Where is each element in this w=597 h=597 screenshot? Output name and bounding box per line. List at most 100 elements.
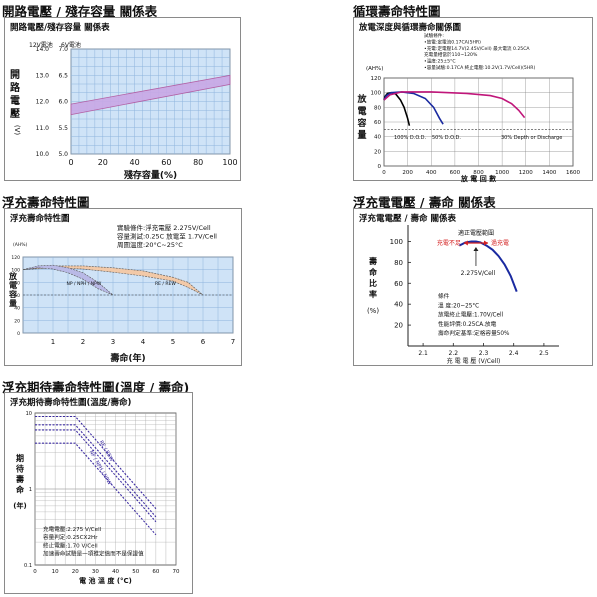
y-unit: (AH%) — [13, 242, 27, 248]
x-tick-label: 80 — [193, 158, 203, 167]
panel-title-float: 浮充壽命特性圖 — [10, 214, 70, 224]
x-tick-label: 200 — [402, 170, 413, 176]
y-axis-label: 放 — [8, 271, 18, 281]
condition-text: •充電:定電壓14.7V(2.45V/Cell) 最大電流 0.25CA — [424, 45, 530, 52]
panel-title-cycle: 放電深度與循環壽命關係圖 — [359, 23, 462, 33]
x-tick-label: 1200 — [519, 170, 533, 176]
chart-voltage: 100 80 60 40 20 2.1 2.2 2.3 2.4 2.5 充 電 電 壓 (V/Cel… — [367, 225, 559, 365]
y-axis-label: 容 — [356, 117, 366, 129]
annotation-low: 充電不足 — [437, 239, 461, 247]
condition-text: 充電量相當於110~120% — [424, 51, 478, 58]
y-tick-label: 100 — [371, 91, 382, 97]
x-tick-label: 40 — [112, 569, 119, 575]
series-label-re: RE / REW — [155, 281, 176, 287]
x-tick-label: 60 — [161, 158, 171, 167]
y-tick-label: 100 — [390, 238, 403, 246]
condition-text: 加速壽命試驗是一項推定值而不是保證值 — [43, 550, 144, 558]
series-line-1-lower — [35, 442, 157, 536]
section-title-voltage: 浮充電電壓 / 壽命 關係表 — [353, 195, 496, 210]
condition-text: •容量試驗:0.17CA 終止電壓:10.2V(1.7V/Cell)(5HR) — [424, 64, 535, 71]
chart-temp: 10 1 0.10 10 20 30 40 50 60 70 電 池 溫 度 (°C) 期待壽命 (年)… — [13, 411, 180, 585]
chart-panel-temp: 浮充期待壽命特性圖(溫度/壽命) 10 1 0.1 0 10 20 30 40 50 60 70 電 … — [4, 392, 193, 594]
y-tick-label-12v: 13.0 — [36, 72, 50, 79]
annotation-high: 過充電 — [491, 239, 509, 247]
annotation-point: 2.275V/Cell — [461, 270, 496, 277]
series-line-dod-1 — [383, 91, 444, 125]
condition-text: •溫度:25±5°C — [424, 58, 456, 65]
y-unit: (%) — [367, 307, 379, 315]
x-tick-label: 7 — [231, 338, 235, 346]
y-tick-label-12v: 12.0 — [36, 99, 50, 106]
section-title-temp: 浮充期待壽命特性圖(溫度 / 壽命) — [2, 380, 190, 395]
y-tick-label: 20 — [374, 149, 381, 155]
y-axis-label: 電 — [9, 280, 17, 290]
y-axis-label: 路 — [10, 81, 21, 94]
x-tick-label: 30 — [92, 569, 99, 575]
chart-panel-cycle: 放電深度與循環壽命關係圖 試驗條件: •放電:定電流0.17CA(5HR) •充電:… — [353, 17, 593, 183]
y-tick-label: 80 — [374, 105, 381, 111]
y-tick-label: 120 — [371, 76, 382, 82]
y-tick-label: 80 — [394, 259, 403, 267]
x-tick-label: 2.2 — [449, 350, 459, 357]
y-tick-label: 120 — [11, 255, 20, 261]
condition-text: 性能評價:0.25CA.放電 — [438, 320, 497, 328]
condition-text: 條件 — [438, 292, 450, 300]
x-tick-label: 0 — [382, 170, 386, 176]
x-tick-label: 0 — [68, 158, 73, 167]
x-tick-label: 100 — [222, 158, 237, 167]
annotation-50-dod: 50% D.O.D. — [432, 135, 461, 141]
annotation-100-dod: 100% D.O.D. — [394, 135, 426, 141]
x-tick-label: 60 — [152, 569, 159, 575]
y-axis-label: 放 — [356, 93, 367, 105]
condition-text: 放電終止電壓:1.70V/Cell — [438, 311, 504, 319]
x-axis-label: 殘存容量(%) — [124, 169, 177, 181]
chart-panel-float: 浮充壽命特性圖 實驗條件:浮充電壓 2.275V/Cell 容量測試:0.25C … — [4, 208, 242, 366]
y-axis-label: 量 — [357, 129, 366, 141]
chart-ocv: 12V電池 6V電池 14.0 7.0 13.0 6.5 12.0 6.0 11.0 5.5 10.… — [10, 41, 238, 181]
y-header-12v: 12V電池 — [29, 41, 53, 49]
y-tick-label: 0 — [17, 331, 20, 337]
panel-title-voltage: 浮充電電壓 / 壽命 關係表 — [359, 214, 456, 224]
y-tick-label: 0 — [378, 164, 382, 170]
y-tick-label: 0.1 — [24, 563, 32, 569]
y-header-6v: 6V電池 — [61, 41, 81, 49]
condition-text: 試驗條件: — [424, 32, 444, 39]
x-axis-label: 電 池 溫 度 (°C) — [79, 576, 132, 585]
y-tick-label: 40 — [374, 135, 381, 141]
x-tick-label: 20 — [98, 158, 108, 167]
y-tick-label: 1 — [29, 487, 32, 493]
y-tick-label-12v: 14.0 — [36, 46, 50, 53]
x-tick-label: 1000 — [495, 170, 509, 176]
point-arrow-head — [473, 247, 479, 251]
annotation-30-dod: 30% Depth or Discharge — [501, 135, 562, 141]
x-tick-label: 0 — [33, 569, 37, 575]
condition-text: 充電電壓:2.275 V/Cell — [43, 525, 102, 533]
y-tick-label: 100 — [11, 268, 20, 274]
x-tick-label: 5 — [171, 338, 175, 346]
x-tick-label: 2 — [81, 338, 85, 346]
section-title-ocv: 開路電壓 / 殘存容量 關係表 — [2, 4, 158, 19]
y-tick-label-12v: 11.0 — [36, 125, 50, 132]
y-tick-label-6v: 5.0 — [58, 151, 68, 158]
x-tick-label: 70 — [173, 569, 180, 575]
y-axis-label: 期 — [16, 453, 24, 463]
series-line-0-lower — [35, 424, 157, 518]
x-tick-label: 3 — [111, 338, 115, 346]
x-tick-label: 6 — [201, 338, 206, 346]
condition-text: 周圍溫度:20°C~25°C — [117, 240, 183, 249]
y-tick-label: 80 — [14, 280, 20, 286]
y-axis-label: 電 — [357, 106, 366, 117]
x-tick-label: 40 — [130, 158, 140, 167]
y-tick-label: 60 — [14, 293, 20, 299]
x-tick-label: 50 — [132, 569, 139, 575]
condition-text: 實驗條件:浮充電壓 2.275V/Cell — [117, 223, 211, 232]
chart-cycle: 試驗條件:•放電:定電流0.17CA(5HR)•充電:定電壓14.7V(2.45… — [356, 32, 580, 183]
y-axis-label: 率 — [369, 289, 377, 299]
chart-panel-ocv: 開路電壓/殘存容量 關係表 12V電池 6V電池 14.0 7.0 13.0 6.5 12.… — [4, 17, 241, 181]
y-axis-label: 壽 — [369, 256, 377, 266]
x-tick-label: 400 — [426, 170, 437, 176]
x-tick-label: 1 — [51, 338, 55, 346]
x-tick-label: 2.1 — [418, 350, 428, 357]
x-tick-label: 2.3 — [479, 350, 489, 357]
